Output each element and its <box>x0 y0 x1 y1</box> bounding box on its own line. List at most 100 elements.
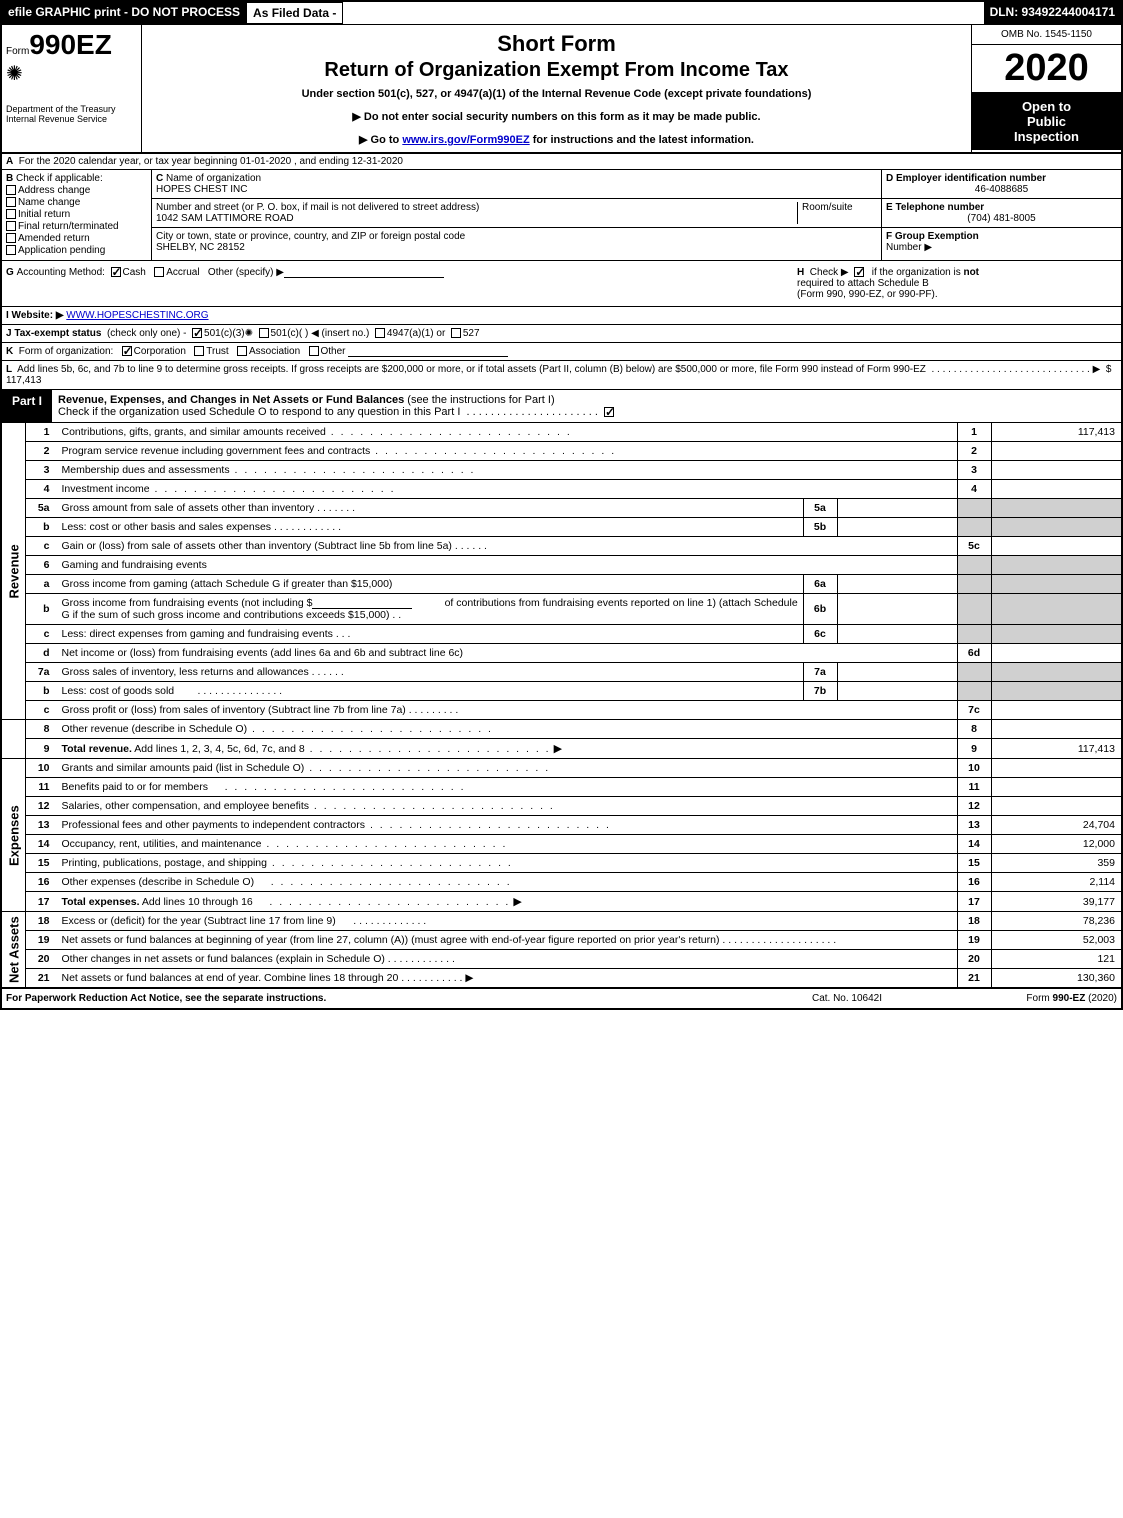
line-11: 11 Benefits paid to or for members 11 <box>2 778 1121 797</box>
line-20: 20 Other changes in net assets or fund b… <box>2 950 1121 969</box>
addr-value: 1042 SAM LATTIMORE ROAD <box>156 213 294 224</box>
checkbox-501c3[interactable] <box>192 328 202 338</box>
checkbox-501c[interactable] <box>259 328 269 338</box>
header-left: Form990EZ ✺ Department of the Treasury I… <box>2 25 142 152</box>
instr2-pre: ▶ Go to <box>359 134 402 146</box>
other-blank <box>284 267 444 278</box>
line-7a: 7a Gross sales of inventory, less return… <box>2 663 1121 682</box>
k-label: K <box>6 346 13 357</box>
as-filed-label: As Filed Data - <box>246 2 343 24</box>
checkbox-corp[interactable] <box>122 346 132 356</box>
efile-label: efile GRAPHIC print - DO NOT PROCESS <box>2 2 246 24</box>
section-c: C Name of organization HOPES CHEST INC N… <box>152 170 881 260</box>
city-label: City or town, state or province, country… <box>156 231 465 242</box>
checkbox-527[interactable] <box>451 328 461 338</box>
line-5c: c Gain or (loss) from sale of assets oth… <box>2 537 1121 556</box>
checkbox-address[interactable] <box>6 185 16 195</box>
b-label: B <box>6 173 13 184</box>
row-j: J Tax-exempt status (check only one) - 5… <box>2 325 1121 343</box>
section-def: D Employer identification number 46-4088… <box>881 170 1121 260</box>
e-label: E Telephone number <box>886 202 984 213</box>
tax-year: 2020 <box>972 45 1121 93</box>
checkbox-4947[interactable] <box>375 328 385 338</box>
room-label: Room/suite <box>802 202 853 213</box>
cb-name: Name change <box>6 197 147 208</box>
d-label: D Employer identification number <box>886 173 1046 184</box>
h-section: H Check ▶ if the organization is not req… <box>797 267 1117 300</box>
room-col: Room/suite <box>797 202 877 224</box>
line-2: 2 Program service revenue including gove… <box>2 442 1121 461</box>
instruction-goto: ▶ Go to www.irs.gov/Form990EZ for instru… <box>148 133 965 146</box>
checkbox-pending[interactable] <box>6 245 16 255</box>
row-i: I Website: ▶ WWW.HOPESCHESTINC.ORG <box>2 307 1121 325</box>
footer-mid: Cat. No. 10642I <box>757 993 937 1004</box>
banner-spacer <box>343 2 983 24</box>
c-name-row: C Name of organization HOPES CHEST INC <box>152 170 881 199</box>
form-prefix: Form <box>6 46 29 57</box>
line-16: 16 Other expenses (describe in Schedule … <box>2 873 1121 892</box>
line-14: 14 Occupancy, rent, utilities, and maint… <box>2 835 1121 854</box>
g-section: G Accounting Method: Cash Accrual Other … <box>6 267 797 300</box>
lines-table: Revenue 1 Contributions, gifts, grants, … <box>2 423 1121 988</box>
checkbox-assoc[interactable] <box>237 346 247 356</box>
line-13: 13 Professional fees and other payments … <box>2 816 1121 835</box>
checkbox-initial[interactable] <box>6 209 16 219</box>
phone-value: (704) 481-8005 <box>886 213 1117 224</box>
checkbox-trust[interactable] <box>194 346 204 356</box>
line-8: 8 Other revenue (describe in Schedule O)… <box>2 720 1121 739</box>
d-row: D Employer identification number 46-4088… <box>882 170 1121 199</box>
gh-row: G Accounting Method: Cash Accrual Other … <box>2 261 1121 307</box>
row-l: L Add lines 5b, 6c, and 7b to line 9 to … <box>2 361 1121 390</box>
addr-label: Number and street (or P. O. box, if mail… <box>156 202 479 213</box>
g-label: G <box>6 267 14 278</box>
dept-irs: Internal Revenue Service <box>6 114 137 124</box>
line-21: 21 Net assets or fund balances at end of… <box>2 969 1121 988</box>
cb-initial: Initial return <box>6 209 147 220</box>
checkbox-accrual[interactable] <box>154 267 164 277</box>
line-7c: c Gross profit or (loss) from sales of i… <box>2 701 1121 720</box>
e-row: E Telephone number (704) 481-8005 <box>882 199 1121 228</box>
line-6d: d Net income or (loss) from fundraising … <box>2 644 1121 663</box>
bh-grid: B Check if applicable: Address change Na… <box>2 170 1121 261</box>
website-link[interactable]: WWW.HOPESCHESTINC.ORG <box>66 310 208 321</box>
line-1: Revenue 1 Contributions, gifts, grants, … <box>2 423 1121 442</box>
other-org-blank <box>348 346 508 357</box>
vlabel-revenue: Revenue <box>2 423 26 720</box>
checkbox-h[interactable] <box>854 267 864 277</box>
line-5a: 5a Gross amount from sale of assets othe… <box>2 499 1121 518</box>
footer-right: Form 990-EZ (2020) <box>937 993 1117 1004</box>
line-4: 4 Investment income 4 <box>2 480 1121 499</box>
checkbox-amended[interactable] <box>6 233 16 243</box>
checkbox-final[interactable] <box>6 221 16 231</box>
line-7b: b Less: cost of goods sold . . . . . . .… <box>2 682 1121 701</box>
row-a-text: For the 2020 calendar year, or tax year … <box>19 156 403 167</box>
checkbox-name[interactable] <box>6 197 16 207</box>
c-city-row: City or town, state or province, country… <box>152 228 881 256</box>
checkbox-cash[interactable] <box>111 267 121 277</box>
vlabel-expenses: Expenses <box>2 759 26 912</box>
line-6a: a Gross income from gaming (attach Sched… <box>2 575 1121 594</box>
row-k: K Form of organization: Corporation Trus… <box>2 343 1121 361</box>
dln-label: DLN: 93492244004171 <box>984 2 1121 24</box>
f-row: F Group Exemption Number ▶ <box>882 228 1121 256</box>
dept-treasury: Department of the Treasury <box>6 104 137 114</box>
subtitle: Under section 501(c), 527, or 4947(a)(1)… <box>148 88 965 100</box>
checkbox-other-org[interactable] <box>309 346 319 356</box>
cb-amended: Amended return <box>6 233 147 244</box>
instruction-ssn: ▶ Do not enter social security numbers o… <box>148 110 965 123</box>
line-6: 6 Gaming and fundraising events <box>2 556 1121 575</box>
header-block: Form990EZ ✺ Department of the Treasury I… <box>2 25 1121 154</box>
line-15: 15 Printing, publications, postage, and … <box>2 854 1121 873</box>
irs-link[interactable]: www.irs.gov/Form990EZ <box>402 134 529 146</box>
omb-number: OMB No. 1545-1150 <box>972 25 1121 45</box>
g-text: Accounting Method: <box>17 267 105 278</box>
line-3: 3 Membership dues and assessments 3 <box>2 461 1121 480</box>
checkbox-schedule-o[interactable] <box>604 407 614 417</box>
vlabel-netassets: Net Assets <box>2 912 26 988</box>
line-19: 19 Net assets or fund balances at beginn… <box>2 931 1121 950</box>
header-right: OMB No. 1545-1150 2020 Open to Public In… <box>971 25 1121 152</box>
cb-final: Final return/terminated <box>6 221 147 232</box>
cb-pending: Application pending <box>6 245 147 256</box>
ein-value: 46-4088685 <box>886 184 1117 195</box>
line-6b: b Gross income from fundraising events (… <box>2 594 1121 625</box>
